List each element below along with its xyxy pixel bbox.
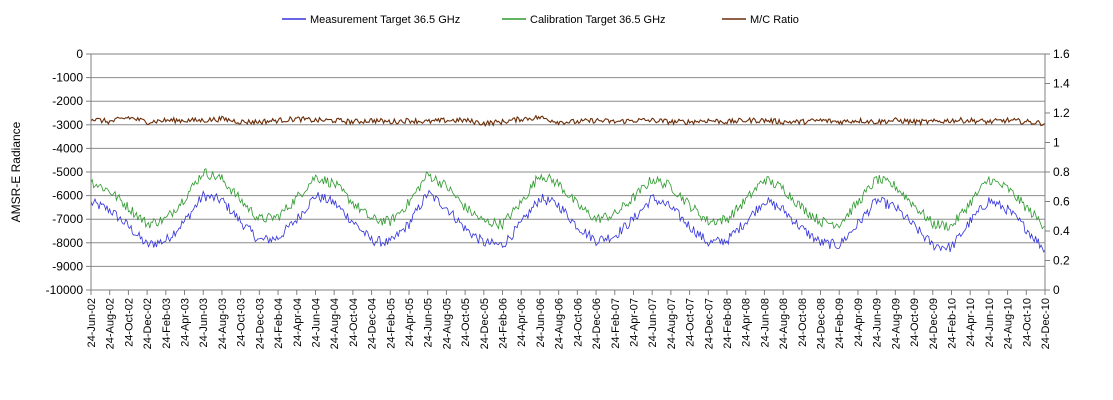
y-tick-label: -7000 <box>52 212 83 226</box>
x-tick-label: 24-Dec-08 <box>816 298 828 349</box>
x-tick-label: 24-Feb-09 <box>834 298 846 349</box>
y-tick-label: -6000 <box>52 189 83 203</box>
x-tick-label: 24-Feb-06 <box>498 298 510 349</box>
y2-tick-label: 0.8 <box>1053 165 1070 179</box>
legend-label: Calibration Target 36.5 GHz <box>530 14 666 26</box>
x-tick-label: 24-Oct-04 <box>348 298 360 347</box>
x-tick-label: 24-Dec-05 <box>479 298 491 349</box>
y-tick-label: 0 <box>76 47 83 61</box>
x-tick-label: 24-Oct-07 <box>685 298 697 347</box>
x-tick-label: 24-Dec-02 <box>142 298 154 349</box>
x-tick-label: 24-Aug-06 <box>554 298 566 349</box>
x-tick-label: 24-Jun-06 <box>535 298 547 348</box>
x-tick-label: 24-Aug-03 <box>217 298 229 349</box>
x-tick-label: 24-Oct-10 <box>1021 298 1033 347</box>
y2-tick-label: 1.2 <box>1053 106 1070 120</box>
x-tick-label: 24-Apr-10 <box>965 298 977 347</box>
y-axis-right: 1.6 1.4 1.2 1 0.8 0.6 0.4 0.2 0 <box>1045 47 1070 297</box>
x-tick-label: 24-Apr-06 <box>516 298 528 347</box>
x-tick-label: 24-Feb-04 <box>273 298 285 349</box>
x-tick-label: 24-Oct-09 <box>909 298 921 347</box>
x-tick-label: 24-Oct-08 <box>797 298 809 347</box>
x-tick-label: 24-Aug-10 <box>1003 298 1015 349</box>
x-tick-label: 24-Aug-05 <box>441 298 453 349</box>
x-tick-label: 24-Dec-06 <box>591 298 603 349</box>
x-tick-label: 24-Dec-10 <box>1040 298 1052 349</box>
x-tick-label: 24-Apr-09 <box>853 298 865 347</box>
x-tick-label: 24-Jun-08 <box>759 298 771 348</box>
x-tick-label: 24-Apr-03 <box>180 298 192 347</box>
x-tick-label: 24-Jun-03 <box>198 298 210 348</box>
y2-tick-label: 1.4 <box>1053 77 1070 91</box>
y2-tick-label: 1 <box>1053 136 1060 150</box>
x-tick-label: 24-Jun-02 <box>86 298 98 348</box>
x-tick-label: 24-Jun-09 <box>872 298 884 348</box>
x-tick-label: 24-Oct-05 <box>460 298 472 347</box>
y2-tick-label: 0 <box>1053 283 1060 297</box>
y2-tick-label: 0.4 <box>1053 224 1070 238</box>
x-tick-label: 24-Apr-04 <box>292 298 304 347</box>
x-tick-label: 24-Aug-04 <box>329 298 341 349</box>
legend-label: Measurement Target 36.5 GHz <box>310 14 460 26</box>
y-tick-label: -3000 <box>52 118 83 132</box>
y-axis-left: 0 -1000 -2000 -3000 -4000 -5000 -6000 -7000 -800… <box>46 47 91 297</box>
legend-label: M/C Ratio <box>750 14 799 26</box>
y2-tick-label: 1.6 <box>1053 47 1070 61</box>
y2-tick-label: 0.6 <box>1053 195 1070 209</box>
x-tick-label: 24-Oct-03 <box>236 298 248 347</box>
x-tick-label: 24-Dec-03 <box>254 298 266 349</box>
series-line-1 <box>90 168 1046 231</box>
y-tick-label: -2000 <box>52 94 83 108</box>
x-tick-label: 24-Feb-05 <box>385 298 397 349</box>
y2-tick-label: 0.2 <box>1053 254 1070 268</box>
y-tick-label: -5000 <box>52 165 83 179</box>
x-tick-label: 24-Oct-06 <box>572 298 584 347</box>
x-tick-label: 24-Dec-04 <box>367 298 379 349</box>
x-axis: 24-Jun-02 24-Aug-02 24-Oct-02 24-Dec-02 24-F… <box>86 290 1052 349</box>
x-tick-label: 24-Apr-05 <box>404 298 416 347</box>
x-tick-label: 24-Oct-02 <box>123 298 135 347</box>
y-tick-label: -10000 <box>46 283 84 297</box>
x-tick-label: 24-Aug-08 <box>778 298 790 349</box>
y-tick-label: -1000 <box>52 71 83 85</box>
x-tick-label: 24-Jun-04 <box>310 298 322 348</box>
x-tick-label: 24-Feb-08 <box>722 298 734 349</box>
x-tick-label: 24-Apr-07 <box>628 298 640 347</box>
y-tick-label: -4000 <box>52 141 83 155</box>
x-tick-label: 24-Feb-07 <box>610 298 622 349</box>
x-tick-label: 24-Feb-10 <box>946 298 958 349</box>
x-tick-label: 24-Feb-03 <box>161 298 173 349</box>
series-group <box>90 114 1046 253</box>
y-axis-label: AMSR-E Radiance <box>9 121 23 222</box>
x-tick-label: 24-Aug-02 <box>105 298 117 349</box>
series-line-0 <box>90 189 1046 253</box>
x-tick-label: 24-Jun-07 <box>647 298 659 348</box>
x-tick-label: 24-Aug-09 <box>890 298 902 349</box>
series-line-2 <box>90 114 1046 127</box>
x-tick-label: 24-Dec-07 <box>703 298 715 349</box>
x-tick-label: 24-Dec-09 <box>928 298 940 349</box>
x-tick-label: 24-Aug-07 <box>666 298 678 349</box>
x-tick-label: 24-Jun-05 <box>423 298 435 348</box>
x-tick-label: 24-Jun-10 <box>984 298 996 348</box>
y-tick-label: -8000 <box>52 236 83 250</box>
y-tick-label: -9000 <box>52 259 83 273</box>
grid <box>91 53 1045 291</box>
x-tick-label: 24-Apr-08 <box>741 298 753 347</box>
legend: Measurement Target 36.5 GHz Calibration T… <box>282 14 799 26</box>
